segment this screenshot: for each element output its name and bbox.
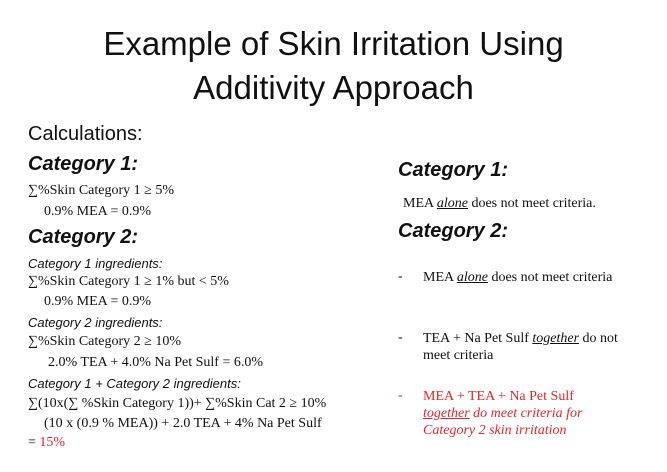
bullet-item-2: TEA + Na Pet Sulf together do not meet c… [423,330,633,364]
left-cat1-value: 0.9% MEA = 0.9% [44,204,152,219]
title-line-2: Additivity Approach [193,69,474,106]
title-line-1: Example of Skin Irritation Using [103,25,564,62]
bullet-2-emphasis: together [532,331,580,346]
bullet-dash-1: - [398,269,403,284]
result-equals: = [28,435,40,450]
left-category-2-heading: Category 2: [28,226,139,248]
right-cat1-statement: MEA alone does not meet criteria. [403,196,596,212]
bullet-3-post: do meet criteria for Category 2 skin irr… [423,406,583,438]
right-category-2-heading: Category 2: [398,220,509,242]
right-cat1-post: does not meet criteria. [467,196,596,211]
slide-title: Example of Skin Irritation Using Additiv… [0,22,667,110]
bullet-item-1: MEA alone does not meet criteria [423,269,653,286]
bullet-item-3: MEA + TEA + Na Pet Sulf together do meet… [423,388,623,439]
left-cat2-value-1: 0.9% MEA = 0.9% [44,294,152,309]
left-cat2-formula-3: ∑(10x(∑ %Skin Category 1))+ ∑%Skin Cat 2… [28,396,327,411]
bullet-3-emphasis: together [423,406,470,421]
left-cat2-result-line: = 15% [28,435,65,451]
left-cat2-subheading-1: Category 1 ingredients: [28,256,163,271]
bullet-dash-2: - [398,330,403,345]
bullet-1-post: does not meet criteria [487,270,613,285]
left-cat2-subheading-3: Category 1 + Category 2 ingredients: [28,376,241,391]
right-cat1-pre: MEA [403,196,437,211]
bullet-2-post: do not meet criteria [423,331,618,363]
left-cat2-formula-1: ∑%Skin Category 1 ≥ 1% but < 5% [28,274,229,289]
bullet-dash-3: - [398,388,403,403]
left-cat2-subheading-2: Category 2 ingredients: [28,315,163,330]
bullet-2-pre: TEA + Na Pet Sulf [423,331,533,346]
bullet-1-emphasis: alone [456,270,488,285]
right-category-1-heading: Category 1: [398,159,509,181]
left-category-1-heading: Category 1: [28,153,139,175]
right-cat1-emphasis: alone [436,196,468,211]
left-cat2-value-3: (10 x (0.9 % MEA)) + 2.0 TEA + 4% Na Pet… [44,416,322,431]
calculations-label: Calculations: [28,123,143,145]
bullet-1-pre: MEA [423,270,457,285]
bullet-3-pre: MEA + TEA + Na Pet Sulf [423,389,574,404]
left-cat2-value-2: 2.0% TEA + 4.0% Na Pet Sulf = 6.0% [48,355,264,370]
result-value: 15% [39,435,66,450]
left-cat2-formula-2: ∑%Skin Category 2 ≥ 10% [28,334,181,349]
left-cat1-formula: ∑%Skin Category 1 ≥ 5% [28,183,174,198]
